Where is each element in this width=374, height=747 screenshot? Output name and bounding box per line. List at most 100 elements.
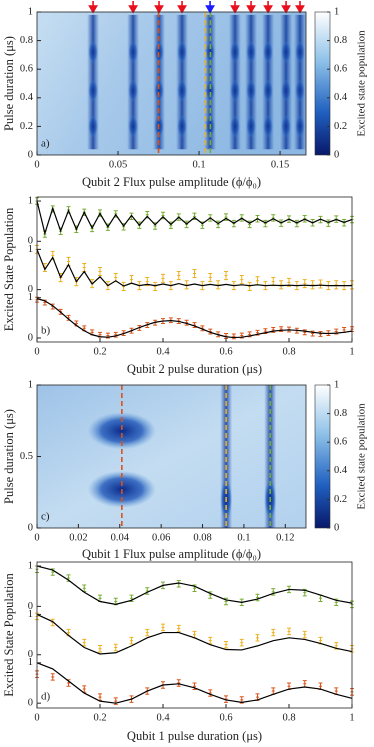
fit-line (36, 249, 352, 287)
arrow (295, 1, 305, 14)
colorbar-tick-label: 0.6 (334, 64, 347, 75)
arrow (154, 1, 164, 14)
x-tick-label: 0.04 (111, 532, 130, 543)
colorbar-tick-label: 0 (334, 149, 339, 160)
error-bar (239, 275, 244, 285)
error-bar (302, 680, 307, 688)
error-bar (279, 326, 284, 333)
colorbar-tick-label: 1 (334, 379, 339, 390)
y-tick-label: 0 (28, 284, 33, 295)
y-tick-label: 1 (28, 379, 33, 390)
panel-label: c) (41, 511, 50, 523)
plot-lines (35, 197, 354, 340)
error-bar (105, 332, 110, 339)
error-bar (200, 325, 205, 332)
arrow (128, 1, 138, 14)
error-bar (271, 628, 276, 637)
error-bar (216, 280, 221, 290)
resonance-lobe (177, 114, 188, 138)
y-tick-label: 0 (28, 236, 33, 247)
error-bar (98, 644, 102, 653)
error-bar (50, 303, 55, 310)
y-tick-label: 0 (28, 698, 33, 709)
arrow (281, 1, 291, 14)
error-bar (82, 638, 87, 647)
error-bar (192, 682, 197, 690)
error-bar (82, 262, 87, 273)
resonance-lobe (295, 79, 306, 103)
resonance-lobe (281, 114, 292, 138)
error-bar (239, 638, 244, 647)
x-tick-label: 0 (34, 159, 39, 170)
x-tick-label: 0 (34, 532, 39, 543)
y-tick-label: 0 (28, 649, 33, 660)
colorbar-tick-label: 0.6 (334, 437, 347, 448)
resonance-lobe (154, 79, 165, 103)
y-tick-label: 0 (28, 601, 33, 612)
heatmap-background (37, 385, 306, 528)
resonance-lobe (246, 40, 257, 64)
x-tick-label: 0.1 (237, 532, 250, 543)
resonance-lobe (281, 40, 292, 64)
plot-lines (35, 565, 354, 705)
error-bar (247, 331, 252, 338)
error-bar (326, 219, 331, 227)
error-bar (247, 281, 252, 291)
arrow (263, 1, 273, 14)
error-bar (310, 280, 315, 290)
error-bar (208, 689, 213, 697)
error-bar (176, 679, 181, 687)
x-tick-label: 0.6 (219, 712, 232, 723)
error-bar (184, 280, 189, 290)
error-bar (98, 693, 102, 701)
arrow (177, 1, 187, 14)
error-bar (50, 250, 55, 260)
resonance-lobe (230, 114, 241, 138)
arrow (205, 1, 215, 14)
x-tick-label: 0.8 (282, 346, 295, 357)
y-tick-label: 0 (28, 149, 33, 160)
x-tick-label: 0 (34, 712, 39, 723)
heatmap (37, 385, 306, 528)
error-bar (208, 273, 213, 283)
error-bar (145, 211, 150, 219)
error-bar (66, 574, 71, 582)
error-bar (318, 594, 323, 603)
error-bar (334, 280, 339, 290)
fit-line (36, 565, 353, 605)
error-bar (255, 593, 260, 602)
error-bar (82, 685, 87, 693)
error-bar (50, 673, 55, 681)
y-tick-label: 1 (28, 195, 33, 206)
error-bar (302, 279, 307, 289)
x-axis-label: Qubit 1 Flux pulse amplitude (ϕ/ϕ₀) (82, 547, 261, 561)
resonance-lobe (177, 79, 188, 103)
error-bar (255, 329, 260, 336)
y-tick-label: 0.8 (20, 35, 33, 46)
panel-label: b) (41, 325, 51, 337)
resonance-lobe (230, 40, 241, 64)
resonance-lobe (128, 79, 139, 103)
x-tick-label: 0.06 (152, 532, 170, 543)
colorbar-tick-label: 1 (334, 6, 339, 17)
error-bar (66, 314, 71, 321)
resonance-lobe (295, 114, 306, 138)
x-tick-label: 0.8 (282, 712, 295, 723)
x-tick-label: 0 (34, 346, 39, 357)
y-tick-label: 0.6 (20, 64, 33, 75)
colorbar-tick-label: 0 (334, 522, 339, 533)
heatmap (37, 1, 306, 155)
heatmap-background (37, 12, 306, 155)
colorbar-tick-label: 0.4 (334, 465, 348, 476)
error-bar (271, 327, 276, 333)
error-bar (334, 598, 339, 607)
error-bar (334, 642, 339, 650)
resonance-lobe (87, 412, 156, 450)
error-bar (82, 584, 87, 592)
error-bar (192, 322, 197, 328)
resonance-lobe (177, 40, 188, 64)
resonance-lobe (246, 79, 257, 103)
y-tick-label: 1 (28, 244, 33, 255)
x-tick-label: 0.05 (109, 159, 127, 170)
